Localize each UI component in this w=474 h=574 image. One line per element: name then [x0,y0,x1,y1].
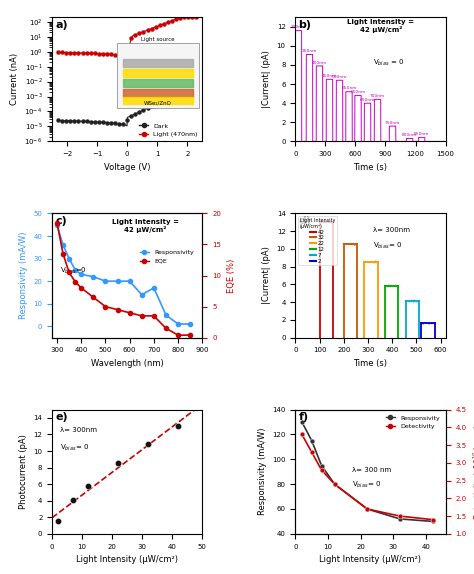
Y-axis label: |Current| (pA): |Current| (pA) [262,247,271,304]
X-axis label: Time (s): Time (s) [354,359,387,368]
Text: 850nm: 850nm [414,132,429,136]
Text: e): e) [55,412,68,422]
Text: 350nm: 350nm [302,49,317,53]
X-axis label: Light Intensity (μW/cm²): Light Intensity (μW/cm²) [76,555,178,564]
Text: 500nm: 500nm [332,75,347,79]
Text: V$_{bias}$ = 0: V$_{bias}$ = 0 [373,57,404,68]
Text: 650nm: 650nm [360,98,375,102]
Text: 750nm: 750nm [385,121,400,125]
Text: Light source: Light source [141,37,175,42]
Legend: 42, 32, 22, 12, 7, 2: 42, 32, 22, 12, 7, 2 [298,216,337,265]
Legend: Dark, Light (470nm): Dark, Light (470nm) [138,122,199,138]
X-axis label: Voltage (V): Voltage (V) [104,162,150,172]
FancyBboxPatch shape [117,43,199,108]
Text: Light Intensity =
42 μW/cm²: Light Intensity = 42 μW/cm² [347,19,414,33]
Y-axis label: Photocurrent (pA): Photocurrent (pA) [19,435,28,509]
Text: λ= 300nm: λ= 300nm [60,427,97,433]
Text: 450nm: 450nm [322,74,337,78]
Text: V$_{bias}$= 0: V$_{bias}$= 0 [60,443,89,452]
Y-axis label: Detectivity (x10$^{10}$ Jones): Detectivity (x10$^{10}$ Jones) [472,424,474,519]
X-axis label: Time (s): Time (s) [354,162,387,172]
Text: Light Intensity =
42 μW/cm²: Light Intensity = 42 μW/cm² [112,219,179,233]
Text: 800nm: 800nm [402,133,417,137]
Text: λ= 300nm: λ= 300nm [374,227,410,233]
Bar [123,69,193,77]
Y-axis label: EQE (%): EQE (%) [227,258,236,293]
Text: d): d) [299,216,311,226]
Bar [123,79,193,87]
Legend: Responsivity, EQE: Responsivity, EQE [137,247,196,266]
Text: V$_{bias}$= 0: V$_{bias}$= 0 [374,241,402,251]
Text: 600nm: 600nm [350,90,365,94]
Legend: Responsivity, Detectivity: Responsivity, Detectivity [383,413,442,432]
X-axis label: Wavelength (nm): Wavelength (nm) [91,359,164,368]
Text: f): f) [299,412,309,422]
Text: 300nm: 300nm [291,25,306,29]
Bar [123,96,193,104]
Text: 400nm: 400nm [312,60,327,64]
Text: b): b) [299,20,311,30]
Text: a): a) [55,20,68,30]
Text: 550nm: 550nm [341,86,356,90]
Text: 700nm: 700nm [370,94,385,98]
Text: λ= 300 nm: λ= 300 nm [353,467,392,473]
Y-axis label: Responsivity (mA/W): Responsivity (mA/W) [19,232,28,319]
Text: V$_{bias}$=0: V$_{bias}$=0 [60,266,87,276]
Bar [123,89,193,96]
Text: WSe₂/ZnO: WSe₂/ZnO [144,100,172,105]
Bar [123,60,193,67]
X-axis label: Light Intensity (μW/cm²): Light Intensity (μW/cm²) [319,555,421,564]
Y-axis label: Responsivity (mA/W): Responsivity (mA/W) [258,428,266,515]
Y-axis label: Current (nA): Current (nA) [10,53,19,106]
Text: V$_{bias}$= 0: V$_{bias}$= 0 [353,480,382,490]
Y-axis label: |Current| (pA): |Current| (pA) [262,51,271,108]
Text: c): c) [55,216,67,226]
